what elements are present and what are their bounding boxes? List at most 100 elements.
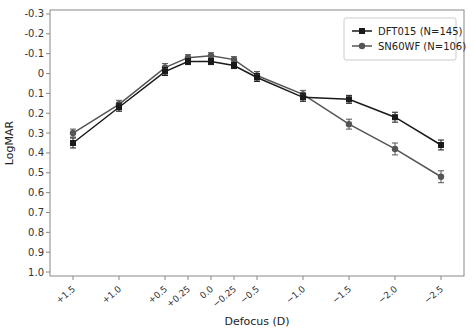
data-point <box>162 69 168 75</box>
error-bar-cap <box>346 95 352 96</box>
x-tick <box>165 276 166 280</box>
legend-label: DFT015 (N=145) <box>378 26 462 37</box>
series-line <box>73 56 441 177</box>
x-tick-label: −0.25 <box>211 284 239 309</box>
y-tick <box>46 272 50 273</box>
legend-marker <box>359 28 365 34</box>
data-point <box>392 146 398 152</box>
data-point <box>208 59 214 65</box>
y-tick-label: 0.8 <box>28 227 44 238</box>
x-tick <box>257 276 258 280</box>
y-tick <box>46 93 50 94</box>
y-tick-label: 0.3 <box>28 128 44 139</box>
error-bar <box>116 103 122 111</box>
x-tick <box>188 276 189 280</box>
error-bar <box>346 95 352 103</box>
data-point <box>254 74 260 80</box>
x-tick-label: −1.5 <box>330 284 353 306</box>
error-bar-cap <box>392 154 398 155</box>
x-tick-label: 0.0 <box>198 284 216 301</box>
x-axis-label: Defocus (D) <box>224 315 289 328</box>
data-point <box>438 174 444 180</box>
error-bar <box>162 68 168 76</box>
error-bar-cap <box>300 101 306 102</box>
error-bar-cap <box>254 81 260 82</box>
y-tick-label: -0.3 <box>24 8 44 19</box>
error-bar-cap <box>392 122 398 123</box>
x-tick-label: +1.0 <box>100 284 123 306</box>
error-bar-cap <box>254 73 260 74</box>
error-bar <box>231 57 237 63</box>
y-tick-label: 0.5 <box>28 167 44 178</box>
data-point <box>231 63 237 69</box>
x-tick <box>303 276 304 280</box>
error-bar-cap <box>70 129 76 130</box>
error-bar <box>254 74 260 82</box>
x-tick <box>349 276 350 280</box>
y-tick-label: 0.9 <box>28 247 44 258</box>
x-tick <box>395 276 396 280</box>
data-point <box>346 121 352 127</box>
error-bar <box>185 59 191 65</box>
legend-marker <box>359 43 365 49</box>
legend-label: SN60WF (N=106) <box>378 41 466 52</box>
series <box>70 59 444 150</box>
legend: DFT015 (N=145) SN60WF (N=106) <box>344 18 466 60</box>
x-tick-label: −2.5 <box>422 284 445 306</box>
error-bar <box>231 63 237 69</box>
x-tick-label: −1.0 <box>284 284 307 306</box>
x-tick <box>73 276 74 280</box>
error-bar-cap <box>162 75 168 76</box>
data-point <box>346 96 352 102</box>
error-bar <box>438 140 444 150</box>
y-tick <box>46 172 50 173</box>
y-axis-label: LogMAR <box>3 120 16 165</box>
data-point <box>300 94 306 100</box>
error-bar <box>70 129 76 137</box>
x-tick <box>211 276 212 280</box>
y-tick-label: 1.0 <box>28 267 44 278</box>
marks <box>70 52 444 182</box>
error-bar-cap <box>70 147 76 148</box>
y-tick-label: -0.2 <box>24 28 44 39</box>
data-point <box>70 140 76 146</box>
y-tick <box>46 252 50 253</box>
y-tick <box>46 212 50 213</box>
y-tick <box>46 152 50 153</box>
y-tick <box>46 73 50 74</box>
y-tick-label: 0.7 <box>28 207 44 218</box>
error-bar-cap <box>300 90 306 91</box>
error-bar-cap <box>392 112 398 113</box>
y-tick <box>46 53 50 54</box>
error-bar-cap <box>346 119 352 120</box>
y-tick-label: 0.1 <box>28 88 44 99</box>
data-point <box>70 130 76 136</box>
error-bar <box>70 138 76 148</box>
error-bar <box>392 143 398 155</box>
data-point <box>208 52 214 58</box>
y-tick <box>46 33 50 34</box>
data-point <box>438 142 444 148</box>
error-bar-cap <box>438 170 444 171</box>
x-tick-label: −2.0 <box>376 284 399 306</box>
x-tick-label: +0.25 <box>165 284 193 309</box>
x-tick <box>441 276 442 280</box>
error-bar-cap <box>346 103 352 104</box>
error-bar-cap <box>392 143 398 144</box>
data-point <box>185 59 191 65</box>
error-bar-cap <box>438 182 444 183</box>
y-tick <box>46 133 50 134</box>
error-bar-cap <box>300 93 306 94</box>
series <box>70 52 444 182</box>
x-tick-label: −0.5 <box>238 284 261 306</box>
x-tick <box>234 276 235 280</box>
error-bar-cap <box>162 67 168 68</box>
error-bar-cap <box>70 138 76 139</box>
error-bar-cap <box>438 149 444 150</box>
y-tick-label: 0 <box>38 68 44 79</box>
x-tick-label: +1.5 <box>54 284 77 306</box>
chart: -0.3-0.2-0.100.10.20.30.40.50.60.70.80.9… <box>0 0 474 331</box>
error-bar <box>392 112 398 122</box>
error-bar-cap <box>438 140 444 141</box>
y-tick <box>46 192 50 193</box>
